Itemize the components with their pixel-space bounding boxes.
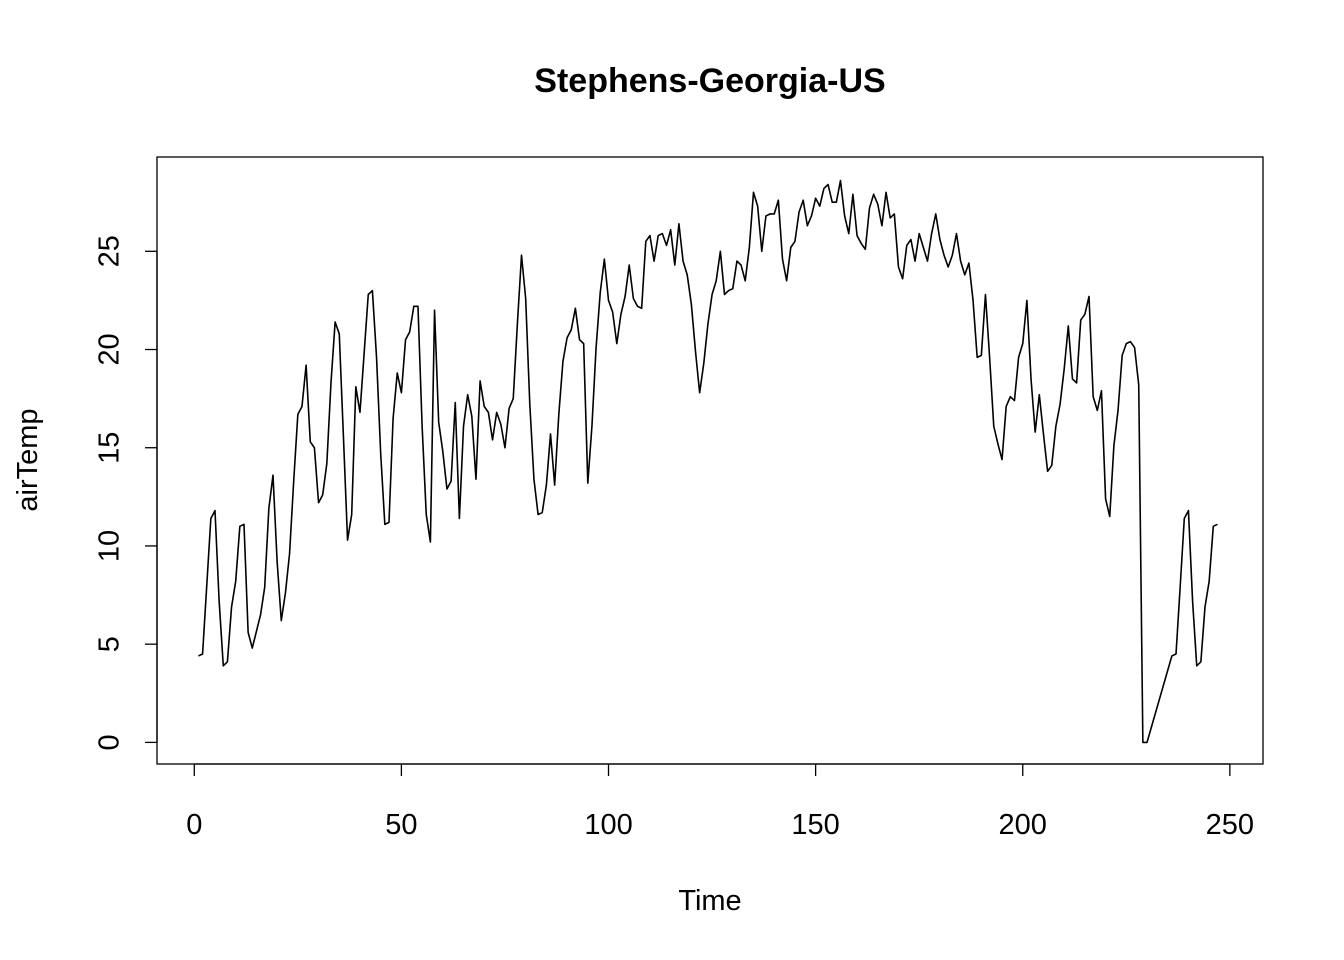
x-tick-label: 100 xyxy=(584,809,632,841)
y-tick-label: 0 xyxy=(94,734,126,750)
y-tick-label: 5 xyxy=(94,636,126,652)
y-tick-label: 10 xyxy=(94,530,126,562)
y-axis-label: airTemp xyxy=(12,408,44,511)
x-tick-label: 50 xyxy=(385,809,417,841)
x-tick-label: 0 xyxy=(186,809,202,841)
x-tick-label: 200 xyxy=(999,809,1047,841)
chart-title: Stephens-Georgia-US xyxy=(534,62,885,100)
y-tick-label: 15 xyxy=(94,432,126,464)
x-axis-label: Time xyxy=(678,885,741,917)
y-tick-label: 25 xyxy=(94,235,126,267)
y-tick-label: 20 xyxy=(94,333,126,365)
x-tick-label: 150 xyxy=(791,809,839,841)
x-tick-label: 250 xyxy=(1206,809,1254,841)
